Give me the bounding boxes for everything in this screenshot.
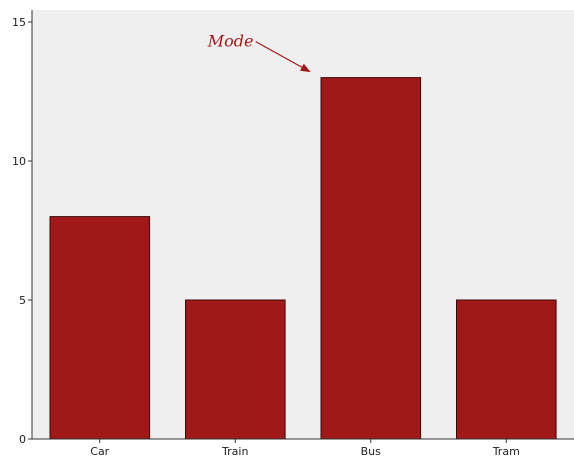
bar-train	[185, 299, 286, 440]
x-tick-label-bus: Bus	[361, 445, 382, 458]
x-tick-label-car: Car	[90, 445, 109, 458]
y-tick-label-5: 5	[19, 294, 26, 307]
bar-car	[49, 216, 151, 440]
x-ticks-group: Car Train Bus Tram	[90, 439, 520, 458]
y-tick-label-0: 0	[19, 433, 26, 446]
bar-bus	[320, 77, 422, 440]
x-tick-label-tram: Tram	[492, 445, 520, 458]
y-ticks-group: 0 5 10 15	[12, 16, 32, 446]
x-tick-label-train: Train	[221, 445, 248, 458]
bar-tram	[456, 299, 557, 440]
bars-group	[49, 77, 557, 440]
y-tick-label-15: 15	[12, 16, 26, 29]
mode-annotation: Mode	[207, 32, 311, 73]
mode-arrow	[255, 41, 311, 73]
mode-annotation-label: Mode	[207, 32, 254, 51]
y-tick-label-10: 10	[12, 155, 26, 168]
